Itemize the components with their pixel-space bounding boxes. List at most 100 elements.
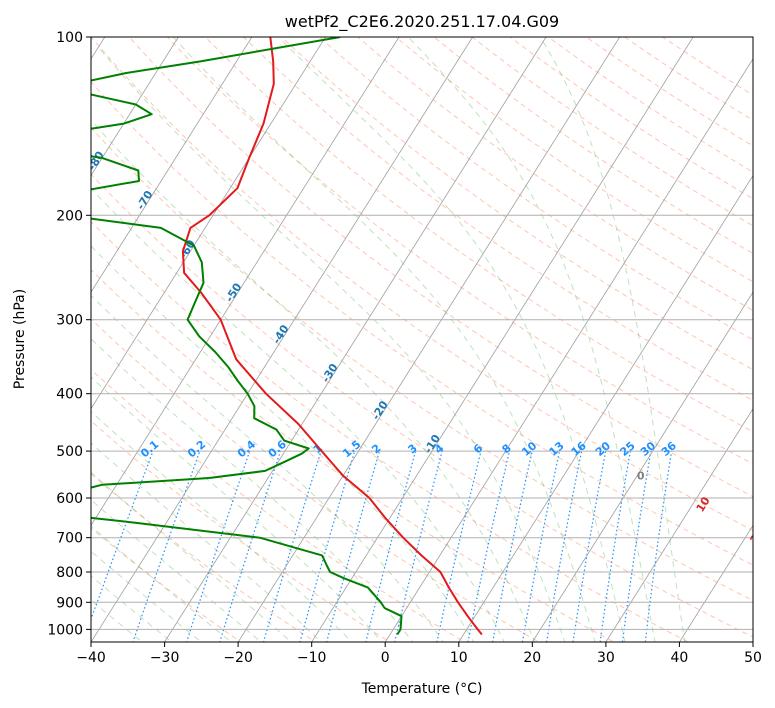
- y-tick-label: 1000: [47, 622, 83, 638]
- moist-adiabat: [91, 550, 203, 642]
- x-tick-label: 30: [597, 650, 615, 666]
- y-tick-label: 100: [56, 30, 83, 46]
- dry-adiabat: [433, 37, 753, 255]
- moist-adiabat: [91, 245, 475, 642]
- x-tick-label: −40: [76, 650, 106, 666]
- mixing-ratio-line: [299, 450, 356, 642]
- isotherm: [91, 37, 474, 642]
- y-tick-label: 400: [56, 387, 83, 403]
- dry-adiabat: [242, 37, 753, 402]
- mixing-ratio-lines: [91, 450, 673, 642]
- chart-title: wetPf2_C2E6.2020.251.17.04.G09: [285, 12, 559, 32]
- mixing-ratio-line: [262, 450, 322, 642]
- isotherm: [237, 37, 621, 642]
- moist-adiabat: [91, 499, 262, 642]
- dry-adiabat: [166, 37, 753, 465]
- isotherm: [91, 37, 326, 410]
- isotherm: [311, 37, 694, 642]
- isotherm: [531, 291, 753, 642]
- dry-adiabat: [91, 81, 753, 566]
- mixing-ratio-line: [326, 450, 381, 642]
- dry-adiabat: [91, 527, 242, 642]
- moist-adiabat: [91, 338, 414, 642]
- y-tick-label: 200: [56, 208, 83, 224]
- dewpoint-profile-line: [91, 37, 403, 636]
- y-tick-label: 500: [56, 444, 83, 460]
- isotherm: [678, 524, 753, 642]
- moist-adiabat: [91, 575, 173, 642]
- y-axis-title: Pressure (hPa): [12, 289, 28, 389]
- dry-adiabat: [91, 269, 615, 642]
- pressure-gridlines: [91, 37, 753, 630]
- x-axis-title: Temperature (°C): [361, 681, 483, 697]
- moist-adiabat: [91, 471, 292, 642]
- dry-adiabats: [91, 37, 753, 642]
- isotherm-label: -90: [42, 100, 64, 124]
- dry-adiabat: [471, 37, 753, 227]
- mixing-ratio-line: [91, 450, 154, 622]
- moist-adiabat-label: 20: [748, 526, 767, 546]
- isotherm: [164, 37, 547, 642]
- mixing-ratio-line: [436, 450, 482, 642]
- x-tick-label: 40: [670, 650, 688, 666]
- isotherms: [91, 37, 753, 642]
- moist-adiabat: [91, 376, 383, 642]
- moist-adiabat: [91, 410, 353, 642]
- dry-adiabat: [280, 37, 753, 371]
- moist-adiabat: [407, 37, 656, 642]
- dry-adiabat: [91, 220, 690, 642]
- plot-background: [91, 37, 753, 642]
- mixing-ratio-line: [394, 450, 443, 642]
- x-tick-label: 10: [450, 650, 468, 666]
- y-tick-label: 300: [56, 313, 83, 329]
- profile-series: [91, 37, 483, 636]
- dry-adiabat: [91, 173, 753, 638]
- y-tick-label: 900: [56, 595, 83, 611]
- dry-adiabat: [91, 37, 753, 532]
- isotherm: [91, 37, 253, 293]
- moist-adiabat-zero-label: 0: [637, 470, 645, 483]
- dry-adiabat: [128, 37, 753, 498]
- isotherm-label: -100: [0, 56, 19, 87]
- moist-adiabat: [172, 37, 596, 642]
- x-tick-label: 20: [523, 650, 541, 666]
- isotherm: [384, 58, 753, 642]
- mixing-ratio-line: [521, 450, 561, 642]
- mixing-ratio-line: [492, 450, 533, 642]
- y-tick-label: 800: [56, 565, 83, 581]
- y-tick-label: 700: [56, 531, 83, 547]
- x-tick-label: −20: [223, 650, 253, 666]
- isotherm: [91, 37, 400, 527]
- mixing-ratio-line: [219, 450, 282, 642]
- dry-adiabat: [91, 368, 466, 642]
- moist-adiabat: [91, 119, 536, 642]
- dry-adiabat: [623, 37, 753, 121]
- x-tick-label: 0: [381, 650, 390, 666]
- dry-adiabat: [547, 37, 753, 173]
- x-axis: −40 −30 −20 −10 0 10 20 30 40 50: [76, 642, 762, 666]
- moist-adiabat: [91, 525, 232, 642]
- mixing-ratio-line: [365, 450, 417, 642]
- dry-adiabat: [91, 127, 753, 602]
- moist-adiabat: [277, 37, 626, 642]
- moist-adiabat: [100, 49, 566, 642]
- moist-adiabat: [91, 187, 505, 642]
- moist-adiabat: [539, 37, 686, 642]
- moist-adiabats: [91, 37, 686, 642]
- plot-frame: [90, 36, 754, 643]
- y-tick-label: 600: [56, 491, 83, 507]
- moist-adiabat: [91, 294, 444, 642]
- isotherm: [458, 174, 753, 642]
- x-tick-label: −30: [150, 650, 180, 666]
- x-tick-label: −10: [297, 650, 327, 666]
- temperature-profile-line: [181, 37, 483, 636]
- mixing-ratio-line: [467, 450, 511, 642]
- dry-adiabat: [91, 318, 541, 642]
- y-axis: 100 200 300 400 500 600 700 800 900 1000: [47, 30, 91, 638]
- isotherm: [605, 408, 753, 642]
- dry-adiabat: [357, 37, 753, 312]
- isotherm: [91, 37, 179, 177]
- moist-adiabat: [91, 599, 143, 642]
- plot-area: -100-90-80-70-60-50-40-30-20-100.1 0.2 0.4…: [0, 37, 767, 642]
